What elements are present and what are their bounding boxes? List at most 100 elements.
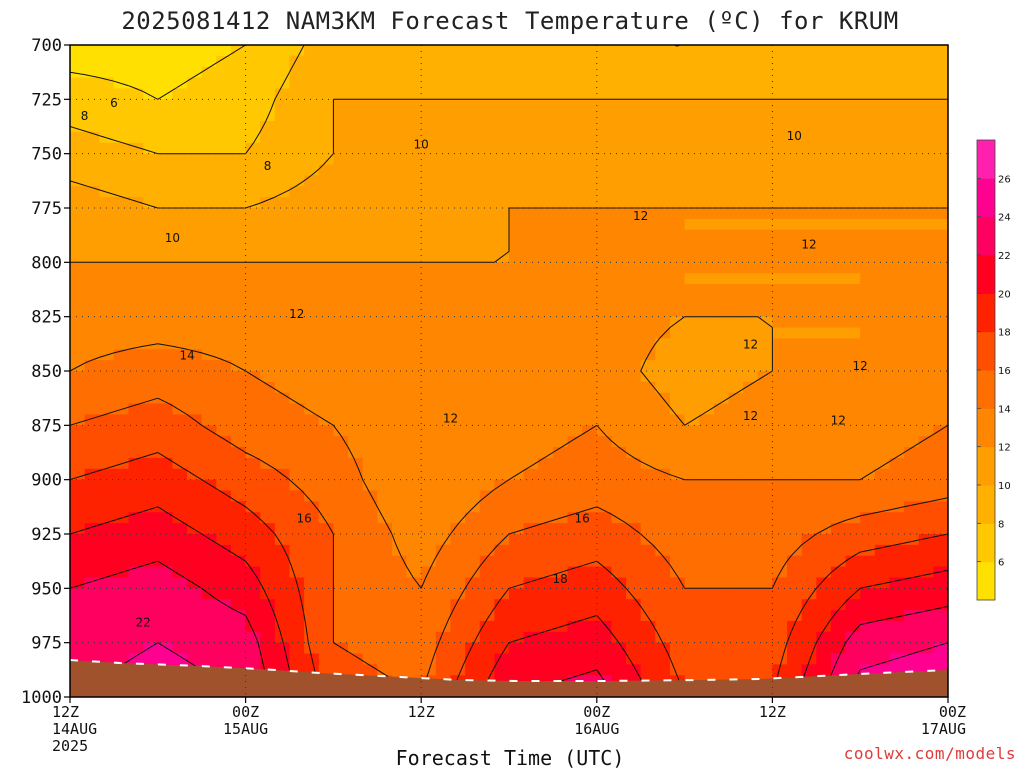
temperature-cell xyxy=(713,88,730,100)
temperature-cell xyxy=(626,110,642,122)
temperature-cell xyxy=(918,66,934,79)
temperature-cell xyxy=(845,360,861,372)
temperature-cell xyxy=(289,197,305,209)
temperature-cell xyxy=(757,490,773,502)
temperature-cell xyxy=(274,381,291,394)
terrain-ground xyxy=(70,660,948,697)
temperature-cell xyxy=(933,327,948,339)
temperature-cell xyxy=(128,186,144,198)
temperature-cell xyxy=(757,284,773,296)
temperature-cell xyxy=(333,447,349,459)
temperature-cell xyxy=(582,610,598,622)
temperature-cell xyxy=(582,153,598,166)
temperature-cell xyxy=(626,55,642,68)
temperature-cell xyxy=(99,414,115,426)
temperature-cell xyxy=(728,523,744,535)
temperature-cell xyxy=(757,414,773,426)
temperature-cell xyxy=(523,229,539,242)
temperature-cell xyxy=(816,447,832,459)
temperature-cell xyxy=(757,294,773,307)
temperature-cell xyxy=(640,653,656,665)
temperature-cell xyxy=(377,577,393,589)
temperature-cell xyxy=(889,240,905,253)
temperature-cell xyxy=(245,240,261,253)
temperature-cell xyxy=(874,360,891,372)
temperature-cell xyxy=(99,327,115,339)
temperature-cell xyxy=(874,447,891,459)
temperature-cell xyxy=(333,599,349,611)
temperature-cell xyxy=(699,371,715,383)
temperature-cell xyxy=(552,142,569,155)
temperature-cell xyxy=(684,555,700,568)
temperature-cell xyxy=(70,251,86,263)
temperature-cell xyxy=(245,316,261,329)
temperature-cell xyxy=(874,577,891,589)
temperature-cell xyxy=(626,294,642,307)
temperature-cell xyxy=(318,436,334,448)
temperature-cell xyxy=(113,631,130,644)
temperature-cell xyxy=(216,327,232,339)
temperature-cell xyxy=(699,392,715,405)
temperature-cell xyxy=(362,501,378,513)
temperature-cell xyxy=(128,175,144,187)
temperature-cell xyxy=(772,631,788,644)
temperature-cell xyxy=(611,121,627,133)
temperature-cell xyxy=(187,381,203,394)
temperature-cell xyxy=(757,153,773,166)
colorbar-swatch xyxy=(977,485,995,524)
temperature-cell xyxy=(70,653,86,665)
temperature-cell xyxy=(567,642,583,655)
temperature-cell xyxy=(289,457,305,470)
temperature-cell xyxy=(728,262,744,274)
temperature-cell xyxy=(465,468,481,481)
temperature-cell xyxy=(787,131,803,144)
contour-label: 12 xyxy=(801,237,816,251)
temperature-cell xyxy=(567,316,583,329)
temperature-cell xyxy=(611,664,627,676)
temperature-cell xyxy=(113,316,130,329)
temperature-cell xyxy=(157,610,174,622)
temperature-cell xyxy=(830,294,847,307)
temperature-cell xyxy=(904,45,920,57)
temperature-cell xyxy=(201,273,217,285)
temperature-cell xyxy=(362,197,378,209)
temperature-cell xyxy=(479,577,495,589)
temperature-cell xyxy=(728,577,744,589)
temperature-cell xyxy=(582,88,598,100)
temperature-cell xyxy=(801,273,817,285)
temperature-cell xyxy=(772,240,788,253)
temperature-cell xyxy=(128,360,144,372)
temperature-cell xyxy=(772,186,788,198)
temperature-cell xyxy=(626,588,642,600)
temperature-cell xyxy=(421,577,437,589)
temperature-cell xyxy=(713,588,730,600)
temperature-cell xyxy=(318,371,334,383)
temperature-cell xyxy=(889,186,905,198)
temperature-cell xyxy=(187,273,203,285)
temperature-cell xyxy=(728,544,744,557)
temperature-cell xyxy=(84,501,100,513)
temperature-cell xyxy=(128,631,144,644)
temperature-cell xyxy=(143,208,159,220)
temperature-cell xyxy=(874,153,891,166)
temperature-cell xyxy=(626,577,642,589)
colorbar-tick-label: 8 xyxy=(998,519,1004,530)
temperature-cell xyxy=(260,77,276,90)
temperature-cell xyxy=(538,414,554,426)
temperature-cell xyxy=(655,262,671,274)
temperature-cell xyxy=(465,371,481,383)
temperature-cell xyxy=(845,425,861,437)
temperature-cell xyxy=(669,479,686,492)
temperature-cell xyxy=(787,121,803,133)
temperature-cell xyxy=(845,305,861,318)
temperature-cell xyxy=(304,66,320,79)
temperature-cell xyxy=(655,305,671,318)
temperature-cell xyxy=(304,349,320,361)
temperature-cell xyxy=(362,121,378,133)
temperature-cell xyxy=(70,338,86,350)
temperature-cell xyxy=(889,273,905,285)
temperature-cell xyxy=(172,316,188,329)
temperature-cell xyxy=(289,588,305,600)
temperature-cell xyxy=(406,251,422,263)
temperature-cell xyxy=(230,251,247,263)
